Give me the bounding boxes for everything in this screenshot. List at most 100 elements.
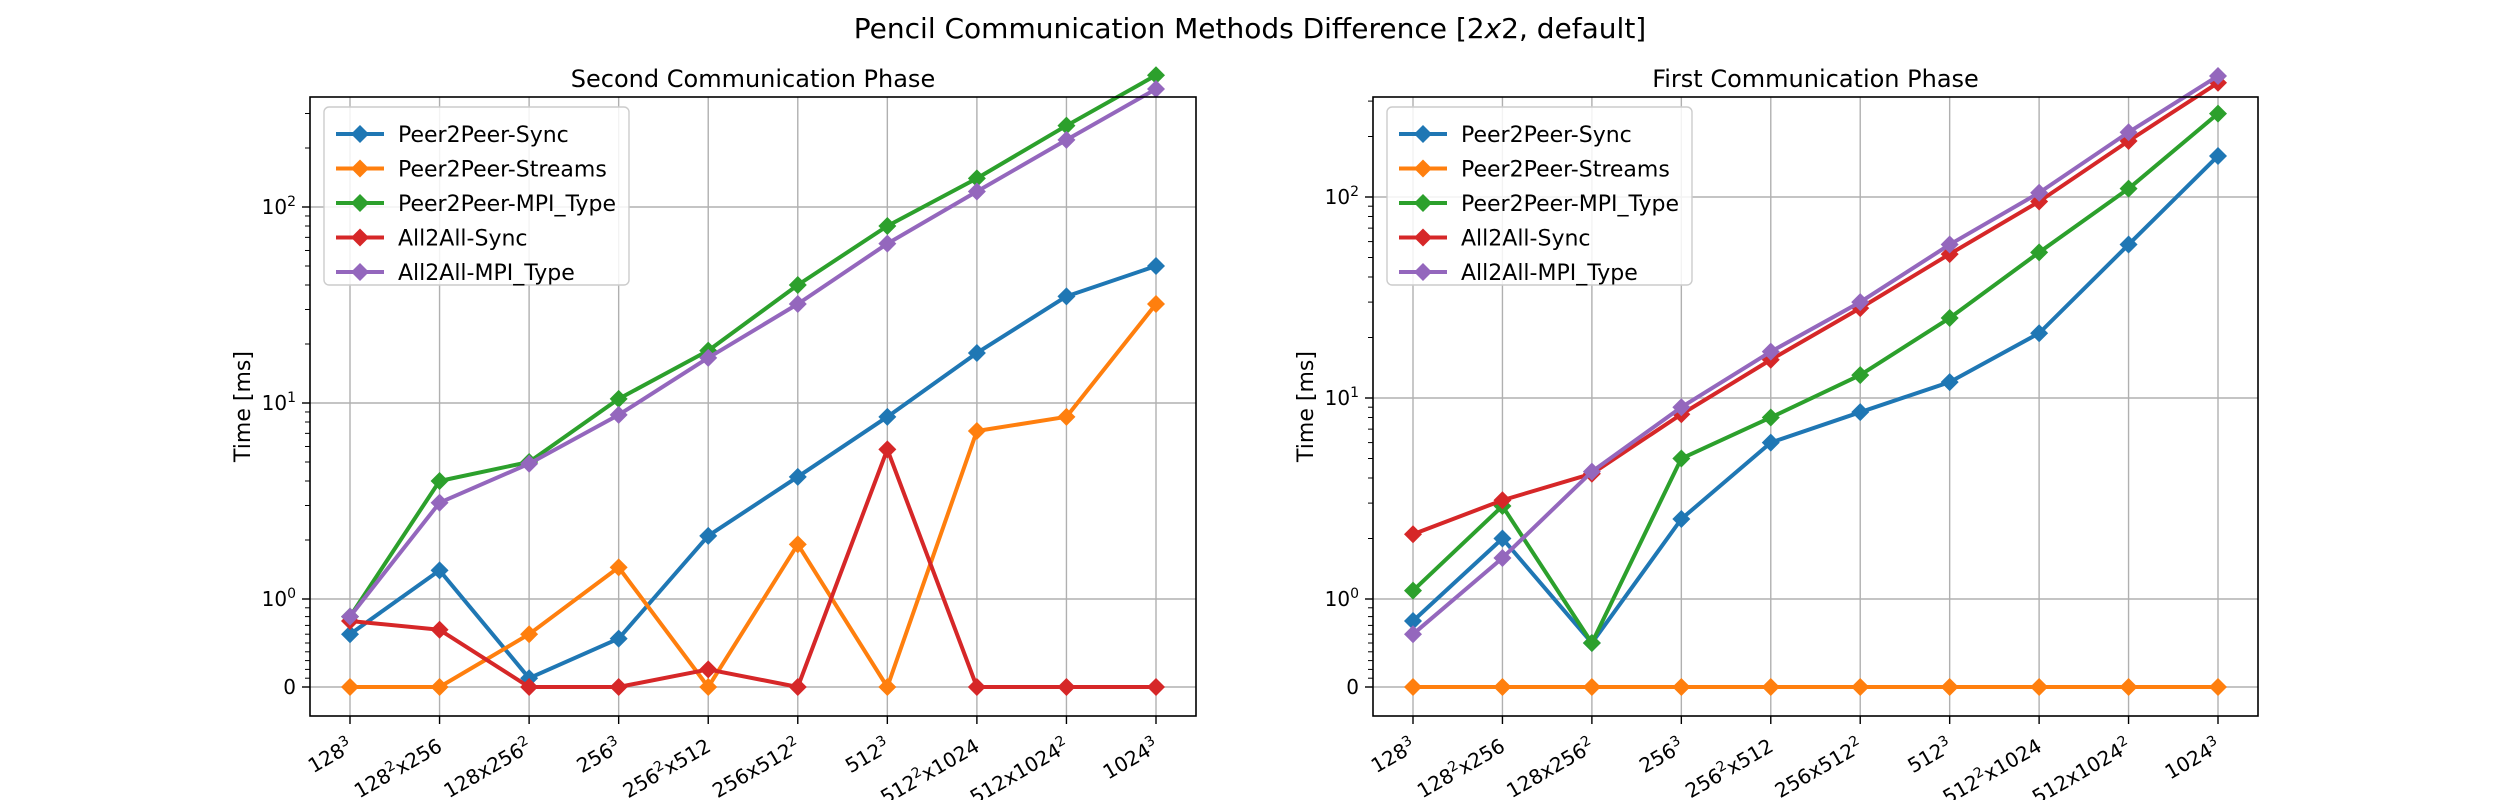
- data-point-all2all-sync: [1493, 491, 1512, 510]
- plot-frame: [1372, 96, 2259, 717]
- legend-item-peer2peer-mpi-type: Peer2Peer-MPI_Type: [336, 192, 616, 217]
- data-point-peer2peer-sync: [341, 625, 359, 644]
- data-point-peer2peer-streams: [609, 558, 628, 577]
- data-point-all2all-mpi-type: [1057, 130, 1076, 149]
- chart-first-phase: First Communication Phase 0 100 101 102 12831…: [1294, 65, 2259, 800]
- legend-marker: [1414, 159, 1432, 178]
- data-point-peer2peer-sync: [1404, 612, 1422, 630]
- chart-title: First Communication Phase: [1652, 65, 1979, 93]
- data-point-all2all-sync: [609, 678, 628, 696]
- data-point-all2all-mpi-type: [699, 348, 718, 367]
- legend: Peer2Peer-Sync Peer2Peer-Streams Peer2Peer…: [323, 106, 630, 286]
- series-line-all2all-sync: [1412, 81, 2220, 537]
- data-point-peer2peer-mpi-type: [609, 389, 628, 408]
- chart-second-phase: Second Communication Phase 0 100 101 102 1283…: [231, 65, 1197, 800]
- y-tick-label: 102: [262, 194, 296, 219]
- data-point-peer2peer-streams: [430, 678, 449, 696]
- minor-ticks: [1368, 100, 1373, 679]
- series-line-all2all-mpi-type: [348, 87, 1157, 618]
- data-point-peer2peer-streams: [1057, 407, 1076, 426]
- gridlines: [310, 97, 1196, 716]
- data-point-all2all-mpi-type: [1582, 462, 1601, 481]
- legend-marker: [1414, 228, 1432, 247]
- legend-label: Peer2Peer-Streams: [1461, 158, 1670, 183]
- series-line-all2all-mpi-type: [1411, 74, 2220, 636]
- series-line-peer2peer-mpi-type: [1411, 112, 2220, 645]
- x-tick-label: 128x2562: [439, 733, 536, 800]
- y-tick-label: 100: [1325, 586, 1359, 611]
- data-point-all2all-sync: [520, 678, 539, 696]
- y-tick-label: 0: [283, 675, 296, 699]
- legend-label: Peer2Peer-MPI_Type: [398, 192, 616, 217]
- data-point-peer2peer-sync: [609, 629, 628, 648]
- data-point-peer2peer-mpi-type: [1057, 116, 1076, 135]
- data-point-all2all-mpi-type: [1493, 548, 1512, 567]
- y-tick-label: 0: [1346, 675, 1359, 699]
- data-point-all2all-sync: [1057, 678, 1076, 696]
- data-point-peer2peer-streams: [1404, 678, 1422, 696]
- data-point-peer2peer-streams: [1582, 678, 1601, 696]
- data-point-peer2peer-mpi-type: [1672, 449, 1691, 468]
- x-tick-label: 2563: [572, 733, 625, 778]
- series-line-all2all-sync: [349, 447, 1156, 689]
- data-point-peer2peer-mpi-type: [430, 471, 449, 490]
- figure-title: Pencil Communication Methods Difference …: [854, 12, 1646, 45]
- data-point-all2all-sync: [1147, 678, 1165, 696]
- y-tick-label: 101: [1325, 385, 1359, 410]
- y-ticks: 0 100 101 102: [262, 194, 310, 699]
- legend-marker: [1414, 125, 1432, 143]
- legend-item-all2all-mpi-type: All2All-MPI_Type: [336, 261, 575, 286]
- x-tick-label: 1283: [303, 733, 356, 778]
- legend-label: Peer2Peer-MPI_Type: [1461, 192, 1679, 217]
- chart-title: Second Communication Phase: [571, 65, 935, 93]
- data-point-peer2peer-mpi-type: [1940, 309, 1959, 328]
- data-point-peer2peer-sync: [878, 407, 897, 426]
- legend-item-peer2peer-sync: Peer2Peer-Sync: [1399, 123, 1632, 148]
- y-tick-label: 102: [1325, 184, 1359, 209]
- data-point-peer2peer-streams: [2030, 678, 2049, 696]
- data-point-all2all-mpi-type: [967, 182, 986, 201]
- x-tick-label: 10243: [1098, 733, 1162, 785]
- legend-label: All2All-Sync: [1461, 227, 1591, 252]
- data-point-peer2peer-streams: [341, 678, 359, 696]
- data-point-all2all-mpi-type: [788, 294, 807, 313]
- minor-ticks: [305, 112, 310, 679]
- data-point-all2all-mpi-type: [2119, 123, 2138, 142]
- data-point-all2all-mpi-type: [1404, 625, 1422, 644]
- legend-item-peer2peer-mpi-type: Peer2Peer-MPI_Type: [1399, 192, 1679, 217]
- data-point-peer2peer-mpi-type: [2119, 179, 2138, 198]
- data-point-peer2peer-sync: [699, 526, 718, 545]
- data-point-peer2peer-sync: [788, 467, 807, 486]
- legend-marker: [351, 194, 369, 212]
- data-point-peer2peer-mpi-type: [1761, 408, 1780, 427]
- data-point-all2all-mpi-type: [430, 493, 449, 512]
- series-group: [1404, 66, 2227, 696]
- data-point-peer2peer-sync: [1851, 403, 1870, 422]
- legend-marker: [1414, 263, 1432, 281]
- legend-item-peer2peer-streams: Peer2Peer-Streams: [1399, 158, 1670, 183]
- data-point-peer2peer-streams: [967, 421, 986, 440]
- y-axis-label: Time [ms]: [231, 351, 256, 463]
- data-point-all2all-mpi-type: [1672, 398, 1691, 417]
- data-point-peer2peer-streams: [1493, 678, 1512, 696]
- legend: Peer2Peer-Sync Peer2Peer-Streams Peer2Peer…: [1386, 106, 1693, 286]
- legend-label: Peer2Peer-Streams: [398, 158, 607, 183]
- legend-item-peer2peer-sync: Peer2Peer-Sync: [336, 123, 569, 148]
- x-tick-label: 256x5122: [1770, 733, 1867, 800]
- x-tick-label: 2562x512: [1681, 733, 1778, 800]
- x-tick-label: 5123: [1903, 733, 1956, 778]
- data-point-peer2peer-streams: [1672, 678, 1691, 696]
- data-point-peer2peer-sync: [2119, 235, 2138, 254]
- x-tick-label: 1283: [1366, 733, 1419, 778]
- data-point-peer2peer-streams: [2119, 678, 2138, 696]
- data-point-peer2peer-streams: [520, 625, 539, 644]
- data-point-all2all-mpi-type: [1147, 79, 1165, 98]
- data-point-peer2peer-sync: [2030, 324, 2049, 343]
- data-point-all2all-mpi-type: [609, 405, 628, 424]
- data-point-all2all-mpi-type: [878, 234, 897, 253]
- legend-marker: [1414, 194, 1432, 212]
- series-line-peer2peer-sync: [348, 264, 1157, 681]
- data-point-peer2peer-mpi-type: [2209, 104, 2227, 123]
- data-point-peer2peer-sync: [1761, 433, 1780, 452]
